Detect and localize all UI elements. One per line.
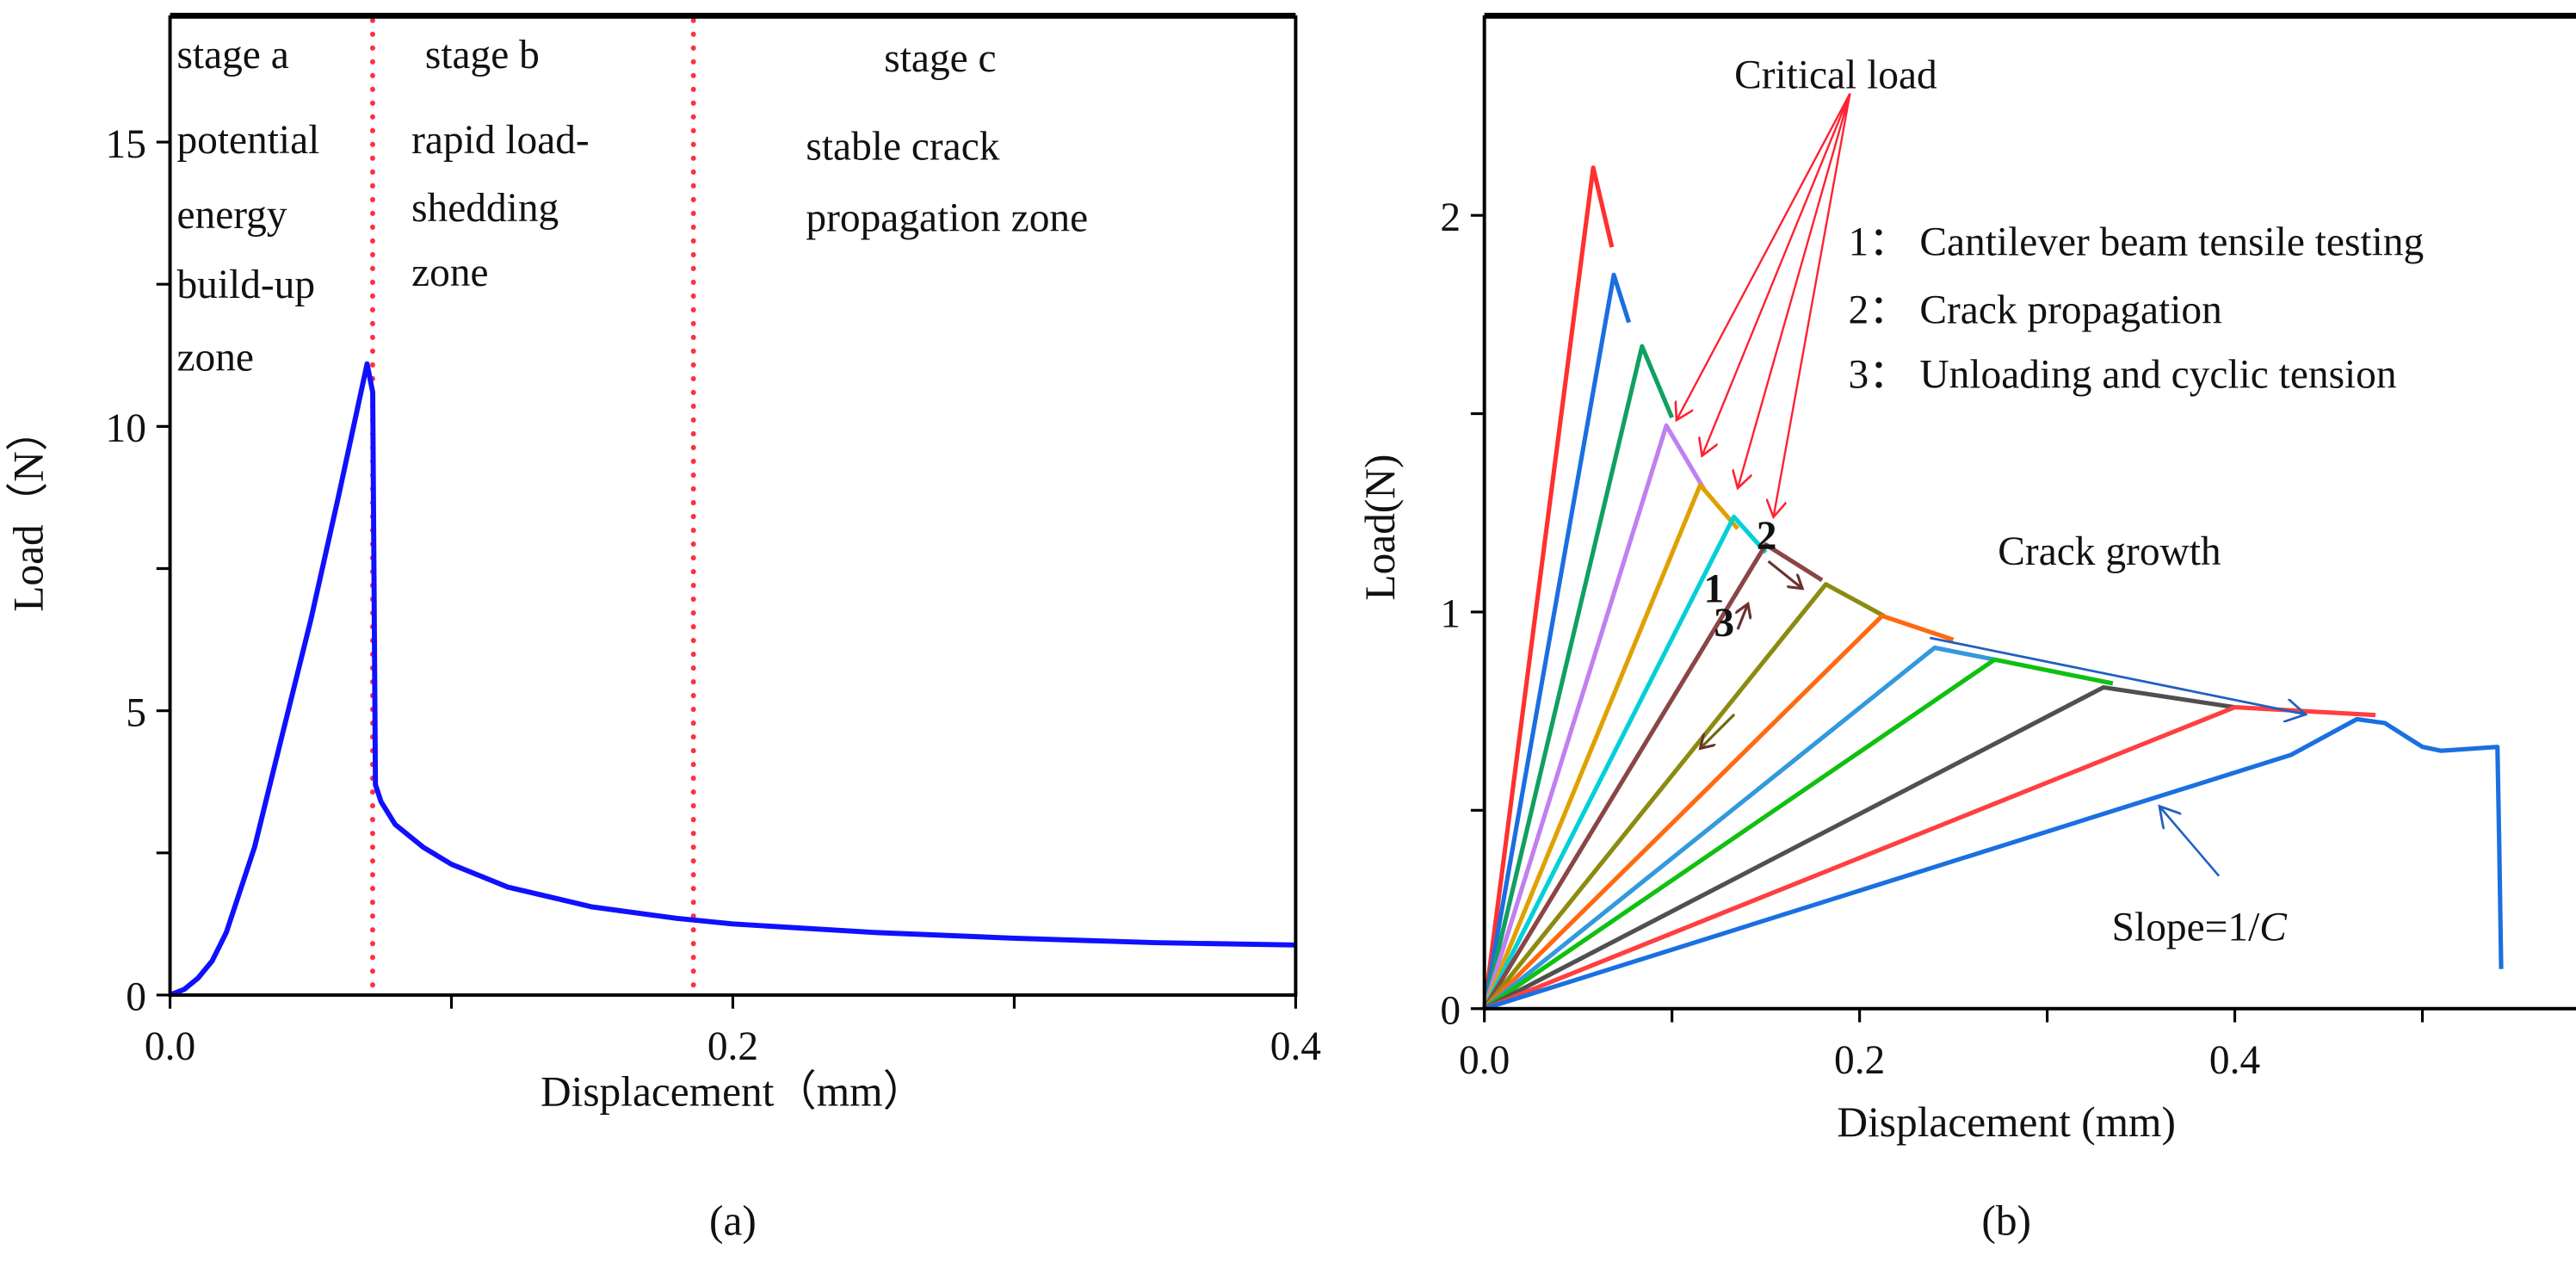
- series-line-cycle-3: [1482, 343, 1674, 1010]
- critical-load-arrow: [1738, 93, 1851, 488]
- panel-a-ticks: 0.0 0.2 0.4 0 5 10 15: [105, 122, 1321, 1069]
- legend-item: 1： Cantilever beam tensile testing: [1848, 220, 2424, 264]
- step-1-label: 1: [1704, 566, 1725, 611]
- stage-b-line: rapid load-: [411, 118, 590, 163]
- step-2-arrow: [1767, 560, 1803, 589]
- series-line-cycle-2: [1482, 272, 1632, 1010]
- legend-list: 1： Cantilever beam tensile testing 2： Cr…: [1848, 220, 2424, 397]
- series-line-cycle-5: [1482, 482, 1739, 1010]
- legend-item: 2： Crack propagation: [1848, 288, 2221, 332]
- stage-a-annotation: stage a potential energy build-up zone: [176, 33, 319, 380]
- slope-label-variable: C: [2259, 906, 2288, 950]
- stage-a-line: build-up: [176, 263, 315, 307]
- series-line-cycle-14: [1483, 716, 2504, 1011]
- panel-b-label: (b): [1981, 1197, 2031, 1245]
- stage-b-line: zone: [411, 250, 488, 295]
- panel-a-xlabel: Displacement（mm）: [541, 1067, 925, 1115]
- stage-c-annotation: stage c stable crack propagation zone: [806, 36, 1088, 241]
- y-tick-label: 5: [126, 690, 146, 735]
- series-line-cycle-13: [1483, 705, 2376, 1011]
- critical-load-arrow: [1702, 93, 1851, 456]
- y-tick-label: 15: [105, 122, 145, 167]
- stage-c-line: propagation zone: [806, 196, 1088, 241]
- panel-b-xlabel: Displacement (mm): [1837, 1098, 2175, 1146]
- slope-arrow: [2159, 807, 2221, 877]
- stage-c-line: stable crack: [806, 125, 999, 170]
- x-tick-label: 0.0: [145, 1024, 195, 1069]
- legend-item: 3： Unloading and cyclic tension: [1848, 353, 2396, 398]
- slope-label-prefix: Slope=1/: [2112, 906, 2260, 950]
- critical-load-label: Critical load: [1734, 53, 1937, 98]
- x-tick-label: 0.4: [1270, 1024, 1321, 1069]
- step-3-label: 3: [1714, 601, 1734, 646]
- series-line-load-displacement: [169, 361, 1296, 998]
- stage-b-title: stage b: [425, 33, 540, 77]
- critical-load-arrows: [1677, 93, 1851, 517]
- series-line-cycle-1: [1482, 165, 1615, 1010]
- stage-a-line: potential: [176, 118, 319, 163]
- panel-a-plot: [169, 17, 1296, 998]
- y-tick-label: 0: [1440, 989, 1461, 1034]
- stage-a-line: zone: [176, 336, 253, 380]
- stage-b-line: shedding: [411, 186, 559, 231]
- panel-b-plot: [1482, 165, 2504, 1011]
- x-tick-label: 0.0: [1459, 1038, 1510, 1083]
- panel-b-ylabel: Load(N): [1356, 455, 1404, 601]
- stage-b-annotation: stage b rapid load- shedding zone: [411, 33, 590, 295]
- y-tick-label: 0: [126, 975, 146, 1020]
- y-tick-label: 2: [1440, 195, 1461, 240]
- y-tick-label: 10: [105, 406, 145, 451]
- series-line-cycle-6: [1482, 514, 1768, 1010]
- x-tick-label: 0.4: [2209, 1038, 2260, 1083]
- series-line-cycle-8: [1482, 582, 1886, 1011]
- slope-label: Slope=1/C: [2112, 906, 2289, 950]
- stage-c-title: stage c: [884, 36, 996, 81]
- step-2-label: 2: [1757, 514, 1777, 559]
- series-line-cycle-7: [1482, 542, 1824, 1011]
- stage-a-title: stage a: [176, 33, 288, 77]
- series-line-cycle-10: [1483, 645, 1996, 1011]
- crack-growth-arrow: [1930, 636, 2306, 714]
- panel-a-label: (a): [709, 1197, 757, 1245]
- series-line-cycle-12: [1483, 684, 2235, 1011]
- series-line-cycle-11: [1483, 657, 2114, 1011]
- series-line-cycle-9: [1482, 613, 1955, 1011]
- step-3-arrow: [1701, 713, 1736, 749]
- panel-b: 0.00.20.40.6012 Load(N) Displacement (mm…: [1356, 12, 2576, 1245]
- critical-load-arrow: [1677, 93, 1851, 420]
- stage-a-line: energy: [176, 193, 287, 238]
- y-tick-label: 1: [1440, 592, 1461, 637]
- critical-load-arrow: [1774, 93, 1851, 517]
- panel-a-ylabel: Load（N）: [4, 409, 52, 612]
- series-line-cycle-4: [1482, 423, 1706, 1010]
- x-tick-label: 0.2: [707, 1024, 758, 1069]
- x-tick-label: 0.2: [1834, 1038, 1885, 1083]
- panel-b-axes-frame: [1482, 15, 2576, 1011]
- crack-growth-label: Crack growth: [1998, 529, 2221, 574]
- panel-b-ticks: 0.00.20.40.6012: [1440, 195, 2425, 1083]
- step-1-arrow: [1738, 603, 1748, 630]
- panel-a: 0.0 0.2 0.4 0 5 10 15 Load（N） Displacement（mm）…: [4, 12, 1321, 1245]
